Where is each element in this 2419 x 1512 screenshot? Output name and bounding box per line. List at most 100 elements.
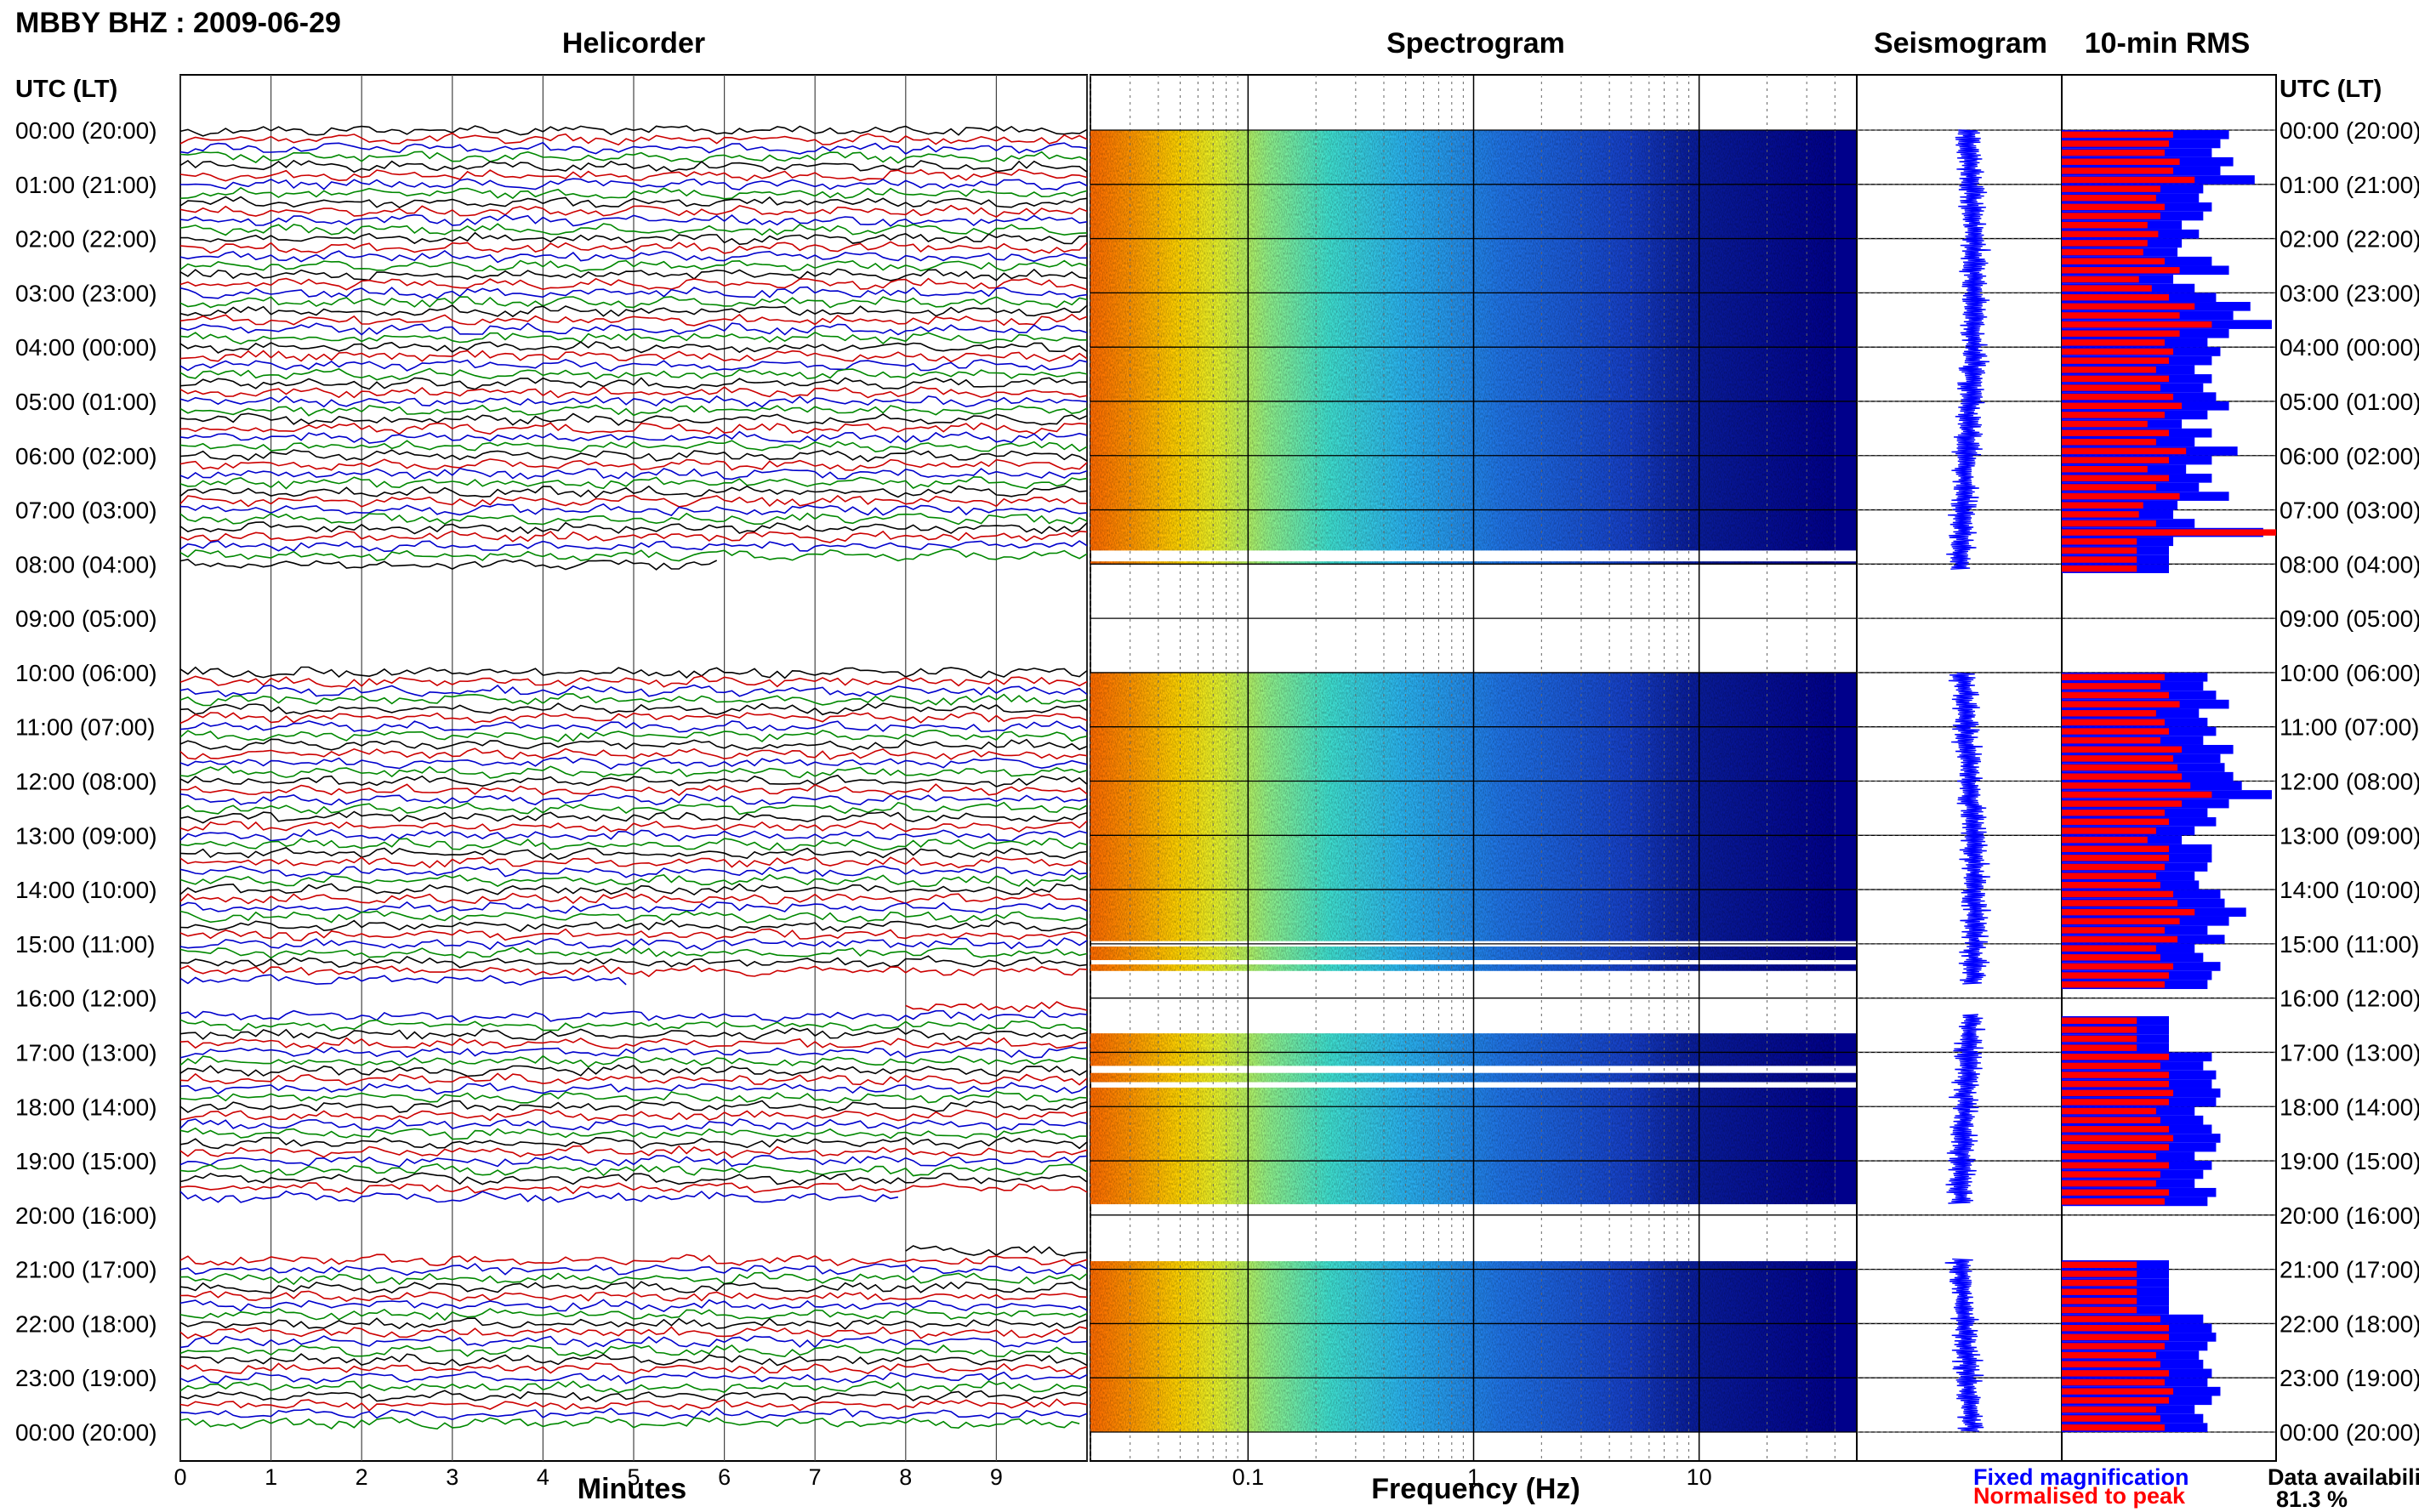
helicorder-trace (179, 1416, 1080, 1430)
minute-tick-label: 5 (627, 1464, 640, 1490)
rms-bar-normalised (2062, 384, 2160, 391)
helicorder-trace (179, 719, 1088, 733)
rms-bar-normalised (2062, 1306, 2137, 1314)
helicorder-trace (179, 1362, 1088, 1376)
rms-bar-normalised (2062, 348, 2174, 355)
seismogram-trace (1946, 129, 1991, 570)
rms-bar-normalised (2062, 1162, 2169, 1169)
helicorder-trace (179, 540, 1088, 553)
hour-labels: 00:00 (20:00) 00:00 (20:00) 01:00 (21:00) 0… (15, 117, 2419, 1446)
helicorder-trace (179, 801, 1088, 816)
helicorder-trace (179, 1344, 1088, 1358)
rms-bar-normalised (2062, 1054, 2169, 1060)
rms-bar-normalised (2062, 393, 2174, 401)
rms-bar-normalised (2062, 900, 2178, 907)
helicorder-trace (179, 1380, 1088, 1394)
seismogram-title: Seismogram (1874, 27, 2047, 60)
rms-bar-normalised (2062, 1361, 2160, 1367)
rms-bar-normalised (2062, 484, 2156, 491)
helicorder-trace (179, 892, 1088, 905)
rms-bar-normalised (2062, 1117, 2160, 1123)
rms-bar-normalised (2062, 303, 2195, 310)
hour-label-right: 01:00 (21:00) (2280, 172, 2419, 198)
seismogram-trace (1945, 1014, 1986, 1204)
legend-normalised-to-peak: Normalised to peak (1973, 1483, 2186, 1509)
rms-bar-normalised (2062, 248, 2143, 256)
hour-label-left: 07:00 (03:00) (15, 497, 157, 524)
spectrogram-texture (1090, 130, 1836, 551)
helicorder-trace (179, 1335, 1088, 1349)
helicorder-xlabel: Minutes (578, 1473, 686, 1505)
spectrogram-panel (1090, 74, 2276, 1462)
helicorder-trace (179, 1326, 1088, 1339)
helicorder-trace (179, 159, 1088, 173)
hour-label-left: 11:00 (07:00) (15, 714, 156, 741)
hour-label-right: 10:00 (06:00) (2280, 660, 2419, 686)
helicorder-trace (179, 820, 1088, 833)
helicorder-trace (179, 1182, 1088, 1195)
rms-bar-normalised (2062, 475, 2169, 482)
helicorder-trace (179, 1019, 1088, 1032)
helicorder-trace (179, 1317, 1088, 1330)
helicorder-trace (179, 341, 1088, 354)
helicorder-trace (179, 873, 1088, 888)
minute-tick-label: 9 (990, 1464, 1003, 1490)
rms-bar-normalised (2062, 954, 2160, 961)
helicorder-trace (179, 702, 1088, 716)
minute-tick-label: 2 (356, 1464, 368, 1490)
helicorder-trace (179, 1109, 1088, 1122)
hour-label-left: 05:00 (01:00) (15, 389, 157, 415)
rms-bar-normalised (2062, 168, 2174, 174)
helicorder-trace (905, 1001, 1088, 1013)
rms-bar-normalised (2062, 1071, 2169, 1078)
rms-bar-normalised (2062, 447, 2187, 455)
hour-label-right: 18:00 (14:00) (2280, 1094, 2419, 1120)
helicorder-trace (179, 738, 1088, 751)
helicorder-trace (179, 412, 1088, 426)
rms-bar-normalised (2062, 1279, 2137, 1287)
hour-label-left: 19:00 (15:00) (15, 1148, 157, 1174)
helicorder-trace (905, 1245, 1088, 1257)
spectrogram-texture (1090, 946, 1836, 961)
rms-bar-normalised (2062, 502, 2143, 509)
hour-label-left: 17:00 (13:00) (15, 1039, 157, 1066)
minute-tick-label: 6 (718, 1464, 731, 1490)
hour-label-left: 13:00 (09:00) (15, 822, 157, 849)
rms-bar-normalised (2062, 529, 2276, 536)
helicorder-trace (179, 231, 1088, 246)
helicorder-trace (179, 250, 1087, 264)
rms-bar-normalised (2062, 357, 2169, 364)
rms-bar-normalised (2062, 312, 2180, 319)
helicorder-trace (179, 838, 1088, 851)
rms-bar-normalised (2062, 755, 2174, 762)
hour-label-left: 06:00 (02:00) (15, 443, 157, 469)
hour-label-left: 08:00 (04:00) (15, 551, 157, 577)
rms-bar-normalised (2062, 800, 2183, 807)
helicorder-trace (179, 1009, 1088, 1023)
helicorder-trace (179, 865, 1088, 878)
helicorder-trace (179, 712, 1088, 725)
rms-bar-normalised (2062, 465, 2148, 473)
helicorder-trace (179, 367, 1088, 381)
hour-label-left: 09:00 (05:00) (15, 605, 157, 632)
rms-bar-normalised (2062, 176, 2195, 184)
rms-bar-normalised (2062, 339, 2165, 346)
helicorder-trace (179, 883, 1088, 896)
spectrogram-block-edge (1835, 1261, 1857, 1432)
spectrogram-texture (1090, 1261, 1836, 1432)
hour-label-right: 08:00 (04:00) (2280, 551, 2419, 577)
rms-bar-normalised (2062, 1080, 2169, 1088)
rms-bar-normalised (2062, 1062, 2160, 1070)
helicorder-trace (179, 955, 1088, 969)
rms-bar-normalised (2062, 981, 2165, 988)
spectrogram-block-edge (1835, 964, 1857, 971)
rms-bar-normalised (2062, 520, 2156, 527)
helicorder-trace (179, 693, 1088, 707)
helicorder-trace (179, 186, 1088, 200)
figure-title: MBBY BHZ : 2009-06-29 (15, 7, 341, 39)
helicorder-trace (179, 675, 1088, 688)
rms-bar-normalised (2062, 827, 2156, 834)
rms-bar-normalised (2062, 149, 2165, 156)
hour-label-left: 15:00 (11:00) (15, 931, 156, 958)
hour-label-left: 01:00 (21:00) (15, 172, 157, 198)
